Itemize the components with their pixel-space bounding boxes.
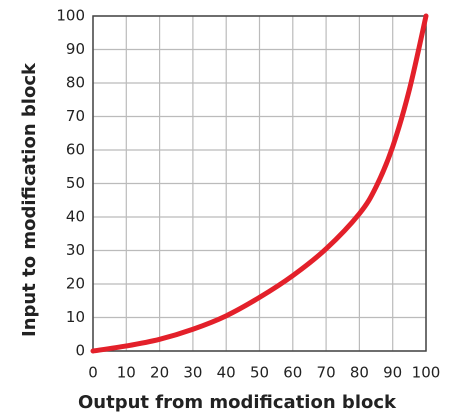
x-axis-label: Output from modification block (78, 392, 397, 413)
y-axis-label: Input to modification block (19, 62, 40, 337)
x-tick-label: 90 (383, 364, 402, 382)
x-tick-label: 0 (88, 364, 98, 382)
y-tick-label: 50 (66, 174, 85, 192)
x-tick-label: 50 (250, 364, 269, 382)
y-tick-label: 80 (66, 74, 85, 92)
x-tick-label: 10 (117, 364, 136, 382)
x-tick-label: 40 (217, 364, 236, 382)
y-tick-label: 90 (66, 40, 85, 58)
plot-frame (92, 15, 427, 352)
x-tick-label: 100 (412, 364, 441, 382)
y-tick-label: 10 (66, 308, 85, 326)
y-tick-label: 40 (66, 208, 85, 226)
y-tick-label: 60 (66, 141, 85, 159)
y-tick-label: 100 (56, 7, 85, 25)
y-tick-label: 30 (66, 241, 85, 259)
x-tick-label: 60 (283, 364, 302, 382)
x-tick-label: 80 (350, 364, 369, 382)
x-tick-label: 30 (183, 364, 202, 382)
y-tick-label: 70 (66, 107, 85, 125)
y-tick-label: 0 (75, 342, 85, 360)
x-tick-label: 20 (150, 364, 169, 382)
x-tick-label: 70 (317, 364, 336, 382)
curve (90, 13, 429, 354)
y-tick-label: 20 (66, 275, 85, 293)
